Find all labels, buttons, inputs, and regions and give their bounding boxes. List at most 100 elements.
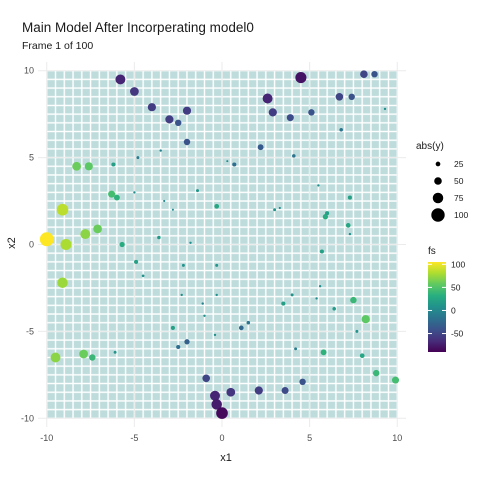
scatter-point bbox=[262, 93, 273, 104]
scatter-point bbox=[317, 184, 320, 187]
scatter-point bbox=[157, 235, 161, 240]
scatter-point bbox=[93, 224, 102, 234]
scatter-point bbox=[196, 189, 199, 193]
scatter-point bbox=[295, 72, 307, 84]
scatter-point bbox=[119, 241, 125, 248]
y-tick-label: 5 bbox=[29, 153, 34, 163]
scatter-point bbox=[383, 107, 387, 111]
size-legend: abs(y) 25 50 75 100 bbox=[416, 141, 468, 222]
scatter-point bbox=[181, 263, 185, 267]
scatter-point bbox=[56, 203, 69, 216]
scatter-point bbox=[350, 296, 357, 304]
scatter-point bbox=[308, 109, 315, 116]
chart-subtitle: Frame 1 of 100 bbox=[22, 40, 93, 52]
y-axis-title: x2 bbox=[6, 237, 18, 249]
scatter-point bbox=[335, 93, 344, 101]
scatter-point bbox=[213, 333, 217, 337]
scatter-point bbox=[268, 108, 277, 117]
size-legend-label: 25 bbox=[454, 159, 464, 169]
size-legend-key bbox=[432, 192, 444, 204]
scatter-point bbox=[202, 374, 210, 383]
scatter-point bbox=[371, 70, 378, 78]
scatter-point bbox=[141, 274, 145, 278]
scatter-point bbox=[215, 293, 218, 297]
scatter-point bbox=[318, 285, 322, 288]
scatter-point bbox=[184, 339, 190, 345]
size-legend-key bbox=[431, 208, 445, 222]
scatter-point bbox=[176, 344, 181, 350]
scatter-point bbox=[286, 114, 294, 122]
scatter-point bbox=[50, 352, 61, 363]
size-legend-label: 75 bbox=[454, 193, 464, 203]
x-tick-label: 10 bbox=[392, 433, 402, 443]
scatter-point bbox=[246, 320, 251, 325]
scatter-points bbox=[39, 70, 400, 419]
size-legend-key bbox=[434, 177, 442, 185]
scatter-point bbox=[111, 162, 116, 167]
scatter-point bbox=[332, 307, 336, 311]
scatter-point bbox=[238, 325, 244, 331]
scatter-point bbox=[133, 191, 136, 194]
scatter-point bbox=[254, 386, 263, 395]
scatter-point bbox=[203, 314, 206, 317]
scatter-point bbox=[281, 301, 286, 306]
scatter-point bbox=[84, 162, 93, 171]
scatter-point bbox=[355, 329, 359, 333]
scatter-point bbox=[216, 407, 228, 419]
colorbar bbox=[428, 262, 446, 352]
x-tick-label: -5 bbox=[130, 433, 138, 443]
scatter-point bbox=[290, 293, 294, 297]
scatter-point bbox=[257, 144, 264, 151]
scatter-point bbox=[189, 241, 192, 244]
scatter-point bbox=[182, 106, 192, 115]
scatter-point bbox=[360, 70, 368, 78]
scatter-point bbox=[180, 293, 183, 297]
scatter-point bbox=[315, 297, 318, 300]
scatter-point bbox=[170, 325, 175, 330]
scatter-point bbox=[232, 162, 237, 167]
scatter-point bbox=[325, 211, 330, 216]
scatter-point bbox=[113, 350, 117, 354]
scatter-point bbox=[294, 347, 298, 351]
scatter-point bbox=[147, 103, 156, 112]
scatter-point bbox=[134, 259, 139, 264]
scatter-point bbox=[72, 161, 81, 171]
x-tick-label: -10 bbox=[40, 433, 53, 443]
scatter-point bbox=[79, 349, 88, 359]
scatter-point bbox=[163, 199, 166, 203]
scatter-point bbox=[130, 87, 139, 96]
scatter-point bbox=[320, 349, 327, 356]
scatter-point bbox=[159, 149, 162, 152]
scatter-point bbox=[215, 263, 219, 267]
scatter-point bbox=[39, 232, 54, 247]
colorbar-label: -50 bbox=[451, 329, 464, 339]
scatter-point bbox=[322, 214, 329, 220]
size-legend-label: 50 bbox=[454, 176, 464, 186]
scatter-point bbox=[319, 249, 324, 254]
scatter-point bbox=[174, 119, 182, 127]
scatter-point bbox=[372, 369, 380, 377]
size-legend-label: 100 bbox=[454, 210, 468, 220]
scatter-point bbox=[281, 386, 289, 395]
scatter-point bbox=[359, 353, 365, 359]
scatter-point bbox=[339, 128, 343, 132]
color-legend: fs 100 50 0 -50 bbox=[428, 246, 465, 352]
scatter-point bbox=[345, 223, 351, 228]
scatter-point bbox=[113, 194, 120, 201]
colorbar-label: 50 bbox=[451, 282, 461, 292]
scatter-point bbox=[210, 390, 220, 401]
y-axis-ticks: -10 -5 0 5 10 bbox=[21, 66, 34, 424]
y-tick-label: 10 bbox=[24, 66, 34, 76]
chart-title: Main Model After Incorperating model0 bbox=[22, 20, 254, 35]
scatter-point bbox=[57, 277, 68, 288]
plot-panel bbox=[38, 62, 406, 427]
x-tick-label: 5 bbox=[307, 433, 312, 443]
size-legend-title: abs(y) bbox=[416, 141, 444, 152]
x-axis-title: x1 bbox=[220, 452, 232, 464]
color-legend-title: fs bbox=[428, 246, 436, 257]
scatter-point bbox=[115, 74, 126, 85]
colorbar-label: 100 bbox=[451, 259, 465, 269]
x-axis-ticks: -10 -5 0 5 10 bbox=[40, 433, 402, 443]
scatter-point bbox=[299, 378, 306, 386]
